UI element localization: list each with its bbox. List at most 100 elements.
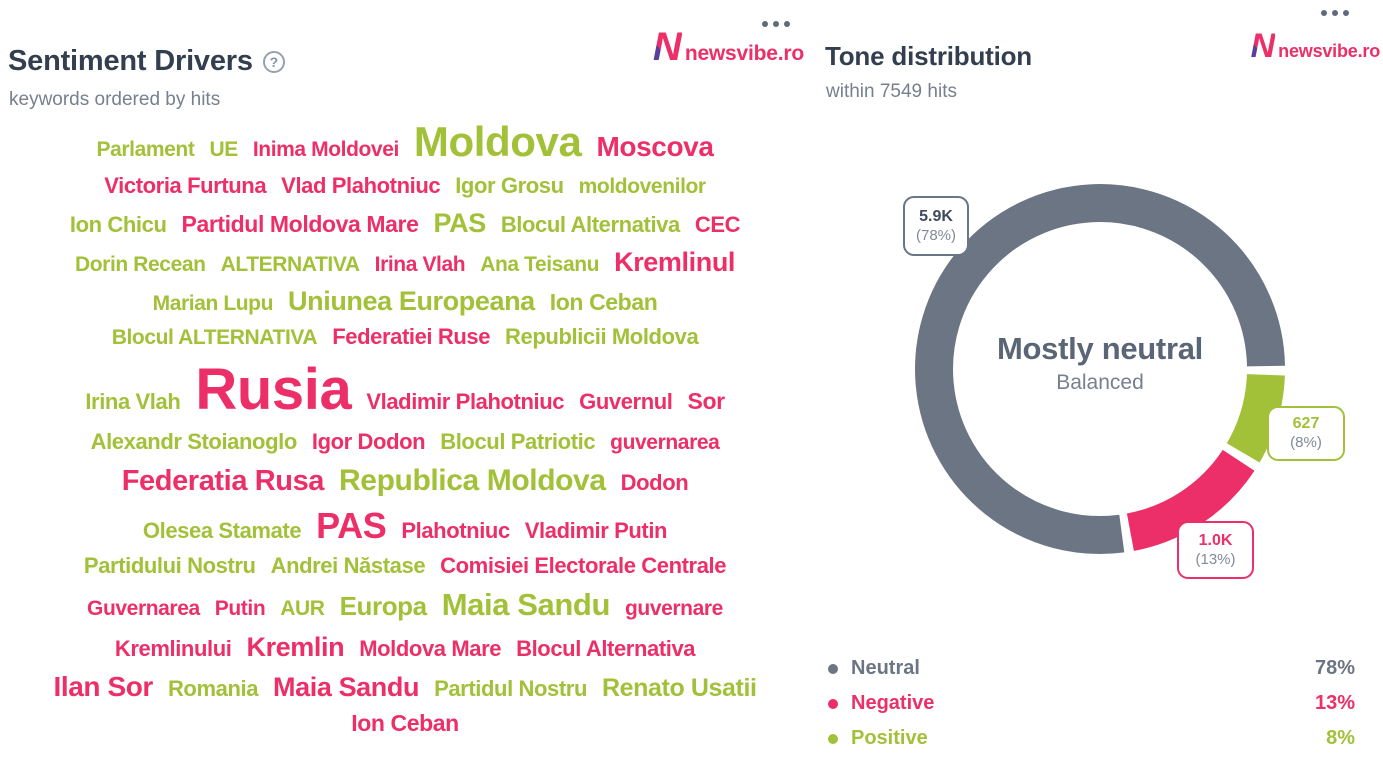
keyword-positive[interactable]: Parlament — [96, 138, 195, 161]
donut-segment-positive[interactable] — [1226, 373, 1285, 463]
keyword-negative[interactable]: PAS — [316, 505, 387, 547]
sentiment-drivers-title: Sentiment Drivers ? — [8, 45, 285, 78]
keyword-negative[interactable]: Plahotniuc — [401, 518, 510, 544]
keyword-negative[interactable]: Partidul Moldova Mare — [181, 210, 419, 237]
keyword-negative[interactable]: Ion Ceban — [351, 709, 459, 736]
keyword-positive[interactable]: moldovenilor — [578, 174, 706, 198]
keyword-negative[interactable]: guvernarea — [610, 430, 720, 454]
word-cloud-row: Olesea Stamate PAS Plahotniuc Vladimir Puti… — [142, 505, 668, 547]
keyword-negative[interactable]: Putin — [214, 597, 266, 621]
sentiment-drivers-title-text: Sentiment Drivers — [8, 45, 253, 78]
legend-row-neutral[interactable]: Neutral 78% — [828, 651, 1355, 686]
keyword-positive[interactable]: Dorin Recean — [74, 252, 206, 276]
keyword-negative[interactable]: Kremlin — [246, 631, 345, 662]
keyword-positive[interactable]: Irina Vlah — [85, 388, 181, 414]
keyword-positive[interactable]: Maia Sandu — [441, 587, 611, 623]
help-icon[interactable]: ? — [262, 50, 285, 73]
keyword-negative[interactable]: Vlad Plahotniuc — [281, 172, 441, 198]
keyword-positive[interactable]: Marian Lupu — [152, 291, 274, 315]
word-cloud-row: Marian Lupu Uniunea Europeana Ion Ceban — [153, 287, 658, 315]
keyword-positive[interactable]: Republica Moldova — [339, 463, 606, 497]
newsvibe-n-icon: N — [1250, 27, 1276, 65]
keyword-positive[interactable]: Blocul ALTERNATIVA — [111, 325, 318, 349]
keyword-negative[interactable]: Moldova Mare — [359, 635, 502, 661]
word-cloud-row: Blocul ALTERNATIVA Federatiei Ruse Republi… — [111, 323, 699, 349]
keyword-positive[interactable]: Europa — [339, 591, 428, 622]
keyword-negative[interactable]: guvernare — [625, 597, 723, 621]
keyword-positive[interactable]: Uniunea Europeana — [288, 285, 535, 316]
keyword-negative[interactable]: Victoria Furtuna — [104, 172, 267, 198]
keyword-positive[interactable]: Ion Chicu — [69, 211, 167, 237]
newsvibe-n-icon: N — [652, 25, 682, 69]
word-cloud-row: Federatia Rusa Republica Moldova Dodon — [122, 465, 689, 496]
word-cloud-row: Ion Chicu Partidul Moldova Mare PAS Blocul … — [69, 207, 741, 238]
word-cloud-row: Ilan Sor Romania Maia Sandu Partidul Nostru… — [53, 670, 757, 702]
keyword-positive[interactable]: Blocul Alternativa — [500, 211, 680, 237]
more-menu-icon[interactable] — [1321, 10, 1349, 16]
callout-positive-pct: (8%) — [1290, 434, 1322, 452]
keyword-positive[interactable]: Blocul Patriotic — [440, 428, 596, 454]
newsvibe-logo[interactable]: N newsvibe.ro — [1250, 27, 1381, 65]
keyword-negative[interactable]: Ilan Sor — [53, 670, 153, 702]
keyword-negative[interactable]: Guvernul — [579, 388, 673, 414]
newsvibe-logo-text: newsvibe.ro — [684, 42, 804, 65]
neutral-dot-icon — [828, 663, 838, 674]
keyword-negative[interactable]: Federatiei Ruse — [332, 323, 491, 349]
tone-donut-chart — [915, 184, 1285, 555]
donut-segment-negative[interactable] — [1126, 449, 1255, 551]
donut-center-label: Mostly neutral Balanced — [950, 331, 1250, 395]
callout-neutral: 5.9K (78%) — [903, 196, 969, 256]
keyword-negative[interactable]: Federatia Rusa — [121, 464, 325, 497]
word-cloud-row: Kremlinului Kremlin Moldova Mare Blocul Alt… — [114, 631, 696, 662]
keyword-negative[interactable]: Comisiei Electorale Centrale — [440, 553, 727, 579]
sentiment-drivers-subtitle: keywords ordered by hits — [9, 89, 221, 110]
keyword-positive[interactable]: Republicii Moldova — [505, 323, 699, 349]
keyword-negative[interactable]: Dodon — [620, 469, 689, 495]
keyword-negative[interactable]: Sor — [687, 387, 726, 414]
keyword-negative[interactable]: CEC — [694, 211, 741, 237]
keyword-negative[interactable]: Maia Sandu — [273, 671, 420, 702]
word-cloud-row: Alexandr Stoianoglo Igor Dodon Blocul Patr… — [90, 428, 720, 454]
keyword-negative[interactable]: Blocul Alternativa — [516, 635, 696, 661]
keyword-positive[interactable]: Ion Ceban — [549, 288, 658, 315]
tone-distribution-title: Tone distribution — [825, 41, 1032, 72]
keyword-negative[interactable]: Vladimir Plahotniuc — [366, 388, 565, 414]
keyword-positive[interactable]: Partidului Nostru — [83, 553, 256, 579]
keyword-positive[interactable]: Partidul Nostru — [434, 675, 587, 701]
word-cloud: Parlament UE Inima Moldovei Moldova Moscova V… — [0, 120, 810, 736]
sentiment-drivers-panel: Sentiment Drivers ? keywords ordered by … — [0, 21, 810, 736]
callout-neutral-value: 5.9K — [919, 207, 953, 225]
legend-row-negative[interactable]: Negative 13% — [828, 686, 1355, 721]
keyword-negative[interactable]: Inima Moldovei — [252, 138, 399, 161]
keyword-negative[interactable]: Irina Vlah — [374, 252, 466, 276]
donut-segment-neutral[interactable] — [915, 184, 1285, 555]
callout-negative: 1.0K (13%) — [1177, 521, 1254, 579]
keyword-positive[interactable]: Ana Teisanu — [480, 252, 600, 276]
more-menu-icon[interactable] — [762, 21, 790, 27]
legend-row-positive[interactable]: Positive 8% — [828, 721, 1355, 756]
keyword-positive[interactable]: Igor Grosu — [455, 172, 564, 198]
keyword-positive[interactable]: PAS — [433, 207, 487, 238]
keyword-negative[interactable]: Rusia — [195, 356, 352, 422]
keyword-negative[interactable]: Guvernarea — [87, 597, 200, 621]
word-cloud-row: Irina Vlah Rusia Vladimir Plahotniuc Guvern… — [85, 356, 726, 422]
keyword-positive[interactable]: Alexandr Stoianoglo — [90, 428, 298, 454]
keyword-negative[interactable]: Kremlinului — [114, 635, 232, 661]
keyword-positive[interactable]: Moldova — [413, 118, 582, 165]
tone-legend: Neutral 78% Negative 13% Positive 8% — [828, 651, 1355, 756]
keyword-negative[interactable]: Vladimir Putin — [524, 518, 668, 544]
keyword-positive[interactable]: Romania — [167, 675, 259, 701]
keyword-negative[interactable]: Igor Dodon — [311, 428, 426, 454]
keyword-positive[interactable]: Olesea Stamate — [142, 518, 302, 544]
keyword-positive[interactable]: UE — [209, 138, 238, 161]
callout-negative-value: 1.0K — [1198, 531, 1233, 549]
keyword-positive[interactable]: Andrei Năstase — [270, 553, 426, 579]
keyword-negative[interactable]: Kremlinul — [614, 246, 736, 277]
keyword-negative[interactable]: Moscova — [596, 131, 714, 162]
word-cloud-row: Guvernarea Putin AUR Europa Maia Sandu guvern… — [87, 589, 723, 621]
legend-value-positive: 8% — [1326, 727, 1355, 749]
keyword-positive[interactable]: ALTERNATIVA — [220, 252, 360, 276]
newsvibe-logo[interactable]: N newsvibe.ro — [653, 27, 804, 67]
keyword-positive[interactable]: Renato Usatii — [601, 673, 757, 702]
keyword-positive[interactable]: AUR — [280, 597, 325, 621]
